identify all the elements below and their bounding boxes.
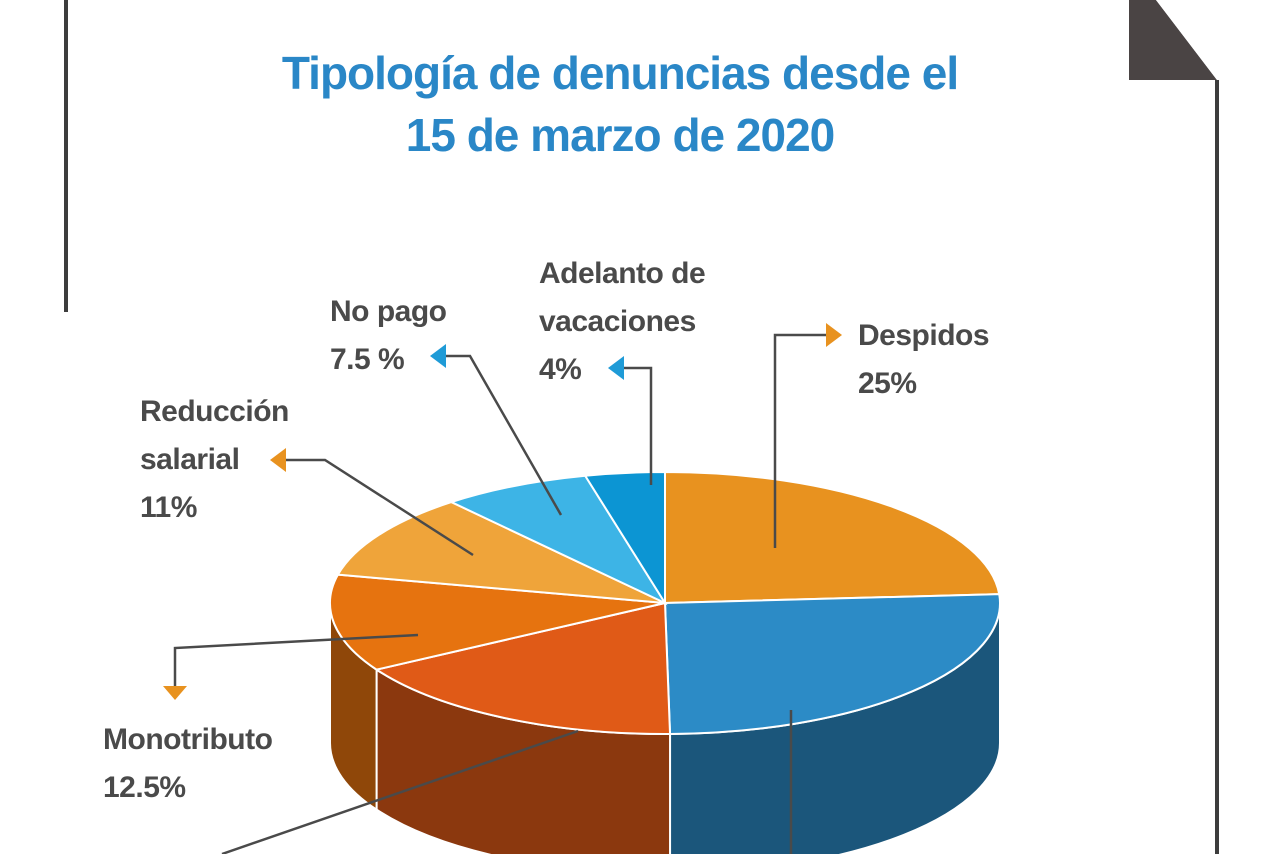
folded-corner-icon [1129, 0, 1217, 80]
pie-slice-4 [336, 501, 666, 604]
label-monotributo: Monotributo 12.5% [103, 716, 273, 812]
label-reduccion-line2: salarial [140, 443, 240, 476]
leader-no-pago [446, 354, 563, 516]
leader-adelanto [624, 366, 653, 485]
pie-slice-3 [329, 573, 666, 671]
label-monotributo-name: Monotributo [103, 723, 273, 756]
arrow-reduccion [270, 448, 286, 472]
chart-title-line-2: 15 de marzo de 2020 [405, 109, 835, 161]
label-no-pago-value: 7.5 % [330, 343, 405, 376]
label-adelanto-line2: vacaciones [539, 305, 696, 338]
label-reduccion-line1: Reducción [140, 395, 289, 428]
leader-lines [163, 323, 842, 854]
label-reduccion-value: 11% [140, 491, 197, 524]
pie-side-walls [329, 602, 1001, 854]
pie-top-faces [329, 470, 1001, 735]
arrow-no-pago [430, 344, 446, 368]
pie-slice-6 [583, 470, 666, 607]
arrow-adelanto [608, 356, 624, 380]
label-reduccion-salarial: Reducción salarial 11% [140, 388, 289, 532]
chart-title: Tipología de denuncias desde el 15 de ma… [250, 42, 990, 166]
pie-slice-2 [374, 601, 672, 735]
label-adelanto-vacaciones: Adelanto de vacaciones 4% [539, 250, 706, 394]
arrow-monotributo [163, 686, 187, 700]
label-no-pago-name: No pago [330, 295, 447, 328]
arrow-despidos [826, 323, 842, 347]
label-adelanto-value: 4% [539, 353, 582, 386]
pie-slice-1 [663, 593, 1001, 735]
leader-reduccion [286, 458, 474, 557]
pie-slice-0 [664, 470, 1001, 605]
label-despidos: Despidos 25% [858, 312, 990, 408]
pie-slice-5 [448, 474, 668, 606]
label-no-pago: No pago 7.5 % [330, 288, 447, 384]
label-despidos-value: 25% [858, 367, 917, 400]
label-despidos-name: Despidos [858, 319, 990, 352]
label-adelanto-line1: Adelanto de [539, 257, 706, 290]
leader-monotributo [173, 633, 419, 686]
label-monotributo-value: 12.5% [103, 771, 186, 804]
leader-despidos [773, 333, 826, 548]
leader-slice-2 [221, 729, 579, 854]
chart-title-line-1: Tipología de denuncias desde el [281, 47, 959, 99]
